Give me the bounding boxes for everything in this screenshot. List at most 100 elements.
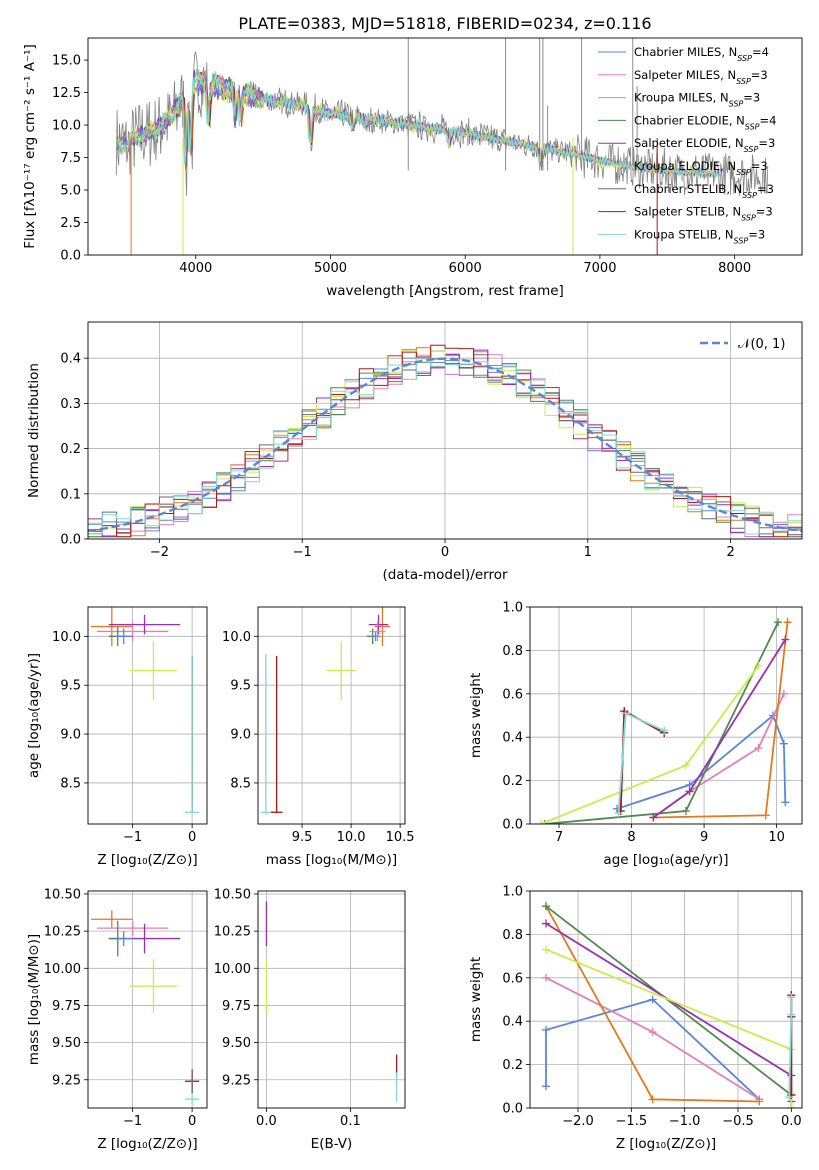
y-tick-label: 0.4 [60, 352, 81, 367]
x-tick-label: 1 [584, 545, 592, 560]
y-tick-label: 10.50 [214, 887, 251, 902]
normal-curve [88, 357, 802, 533]
series-marker [648, 1095, 657, 1104]
legend-label-chabrier_elodie: Chabrier ELODIE, NSSP=4 [634, 113, 776, 130]
y-tick-label: 0.0 [60, 533, 81, 548]
y-tick-label: 9.5 [230, 679, 251, 694]
x-tick-label: −1.0 [669, 1114, 701, 1129]
series-marker [542, 945, 550, 954]
y-tick-label: 10.0 [52, 119, 81, 134]
y-tick-label: 10.25 [44, 925, 81, 940]
y-axis-label: Flux [fλ10⁻¹⁷ erg cm⁻² s⁻¹ A⁻¹] [22, 44, 38, 249]
x-axis-label: Z [log₁₀(Z/Z⊙)] [97, 852, 197, 868]
y-tick-label: 10.50 [44, 887, 81, 902]
x-tick-label: 8 [627, 830, 635, 845]
series-marker [542, 1082, 550, 1091]
legend-label-chabrier_stelib: Chabrier STELIB, NSSP=3 [634, 182, 774, 200]
series-marker [781, 798, 790, 807]
legend-label-salpeter_stelib: Salpeter STELIB, NSSP=3 [634, 205, 773, 223]
series-line-salpeter_elodie [545, 922, 793, 1102]
y-tick-label: 10.25 [214, 925, 251, 940]
y-tick-label: 0.0 [502, 1102, 523, 1117]
series-marker [660, 726, 669, 735]
x-tick-label: −2.0 [562, 1114, 594, 1129]
x-tick-label: 6000 [449, 261, 482, 276]
x-tick-label: 10.5 [386, 830, 415, 845]
series-marker [648, 1028, 657, 1037]
series-marker [787, 1010, 796, 1019]
series-line-kroupa_stelib [617, 711, 665, 814]
series-marker [542, 973, 550, 982]
plot-area-mass-vs-EBV [258, 891, 405, 1108]
x-tick-label: 0 [188, 1114, 196, 1129]
x-tick-label: 7000 [583, 261, 616, 276]
series-marker [614, 809, 623, 818]
series-line-chabrier_elodie [545, 905, 793, 1108]
series-marker [542, 1025, 550, 1034]
series-line-chabrier_miles [616, 714, 787, 810]
figure-title: PLATE=0383, MJD=51818, FIBERID=0234, z=0… [238, 14, 651, 33]
y-tick-label: 0.2 [502, 774, 523, 789]
x-axis-label: (data-model)/error [382, 567, 508, 583]
axes-frame-spectrum [87, 37, 803, 256]
y-axis-label: Normed distribution [26, 363, 42, 498]
y-tick-label: 0.2 [60, 442, 81, 457]
y-tick-label: 10.00 [44, 962, 81, 977]
y-tick-label: 10.00 [214, 962, 251, 977]
x-tick-label: 0.1 [340, 1114, 361, 1129]
y-axis-label: age [log₁₀(age/yr)] [26, 653, 42, 778]
series-line-salpeter_miles [652, 693, 785, 819]
x-axis-label: wavelength [Angstrom, rest frame] [326, 283, 564, 299]
y-tick-label: 2.5 [60, 216, 81, 231]
x-tick-label: −1 [123, 1114, 142, 1129]
x-axis-label: E(B-V) [311, 1136, 353, 1152]
y-tick-label: 0.4 [502, 1015, 523, 1030]
axes-frame-mass-vs-EBV [257, 890, 406, 1109]
legend-label-chabrier_miles: Chabrier MILES, NSSP=4 [634, 45, 769, 63]
y-tick-label: 9.50 [222, 1036, 251, 1051]
x-tick-label: 0.0 [256, 1114, 277, 1129]
plot-area-age-vs-mass [258, 607, 405, 824]
legend-label-normal: 𝒩(0, 1) [738, 337, 785, 352]
y-tick-label: 0.1 [60, 487, 81, 502]
series-marker [779, 689, 788, 698]
series-marker [649, 813, 658, 822]
x-tick-label: −1.5 [616, 1114, 648, 1129]
y-tick-label: 0.6 [502, 687, 523, 702]
series-marker [542, 902, 550, 911]
y-tick-label: 0.6 [502, 971, 523, 986]
plot-area-mass-vs-Z [88, 891, 207, 1108]
series-marker [785, 1093, 794, 1102]
y-tick-label: 0.0 [502, 818, 523, 833]
axes-frame-age-vs-mass [257, 606, 406, 825]
y-tick-label: 8.5 [60, 776, 81, 791]
y-tick-label: 9.75 [52, 999, 81, 1014]
y-tick-label: 0.8 [502, 644, 523, 659]
series-line-chabrier_miles [545, 998, 760, 1100]
legend-label-kroupa_stelib: Kroupa STELIB, NSSP=3 [634, 227, 765, 245]
series-marker [681, 761, 690, 770]
x-tick-label: 10 [768, 830, 785, 845]
y-tick-label: 1.0 [502, 601, 523, 616]
x-tick-label: 9 [700, 830, 708, 845]
legend-label-kroupa_miles: Kroupa MILES, NSSP=3 [634, 91, 760, 109]
y-tick-label: 12.5 [52, 86, 81, 101]
axes-frame-massweight-vs-age [529, 606, 803, 825]
x-tick-label: −1 [293, 545, 312, 560]
y-axis-label: mass weight [468, 957, 484, 1042]
series-marker [621, 709, 630, 718]
series-marker [774, 618, 783, 627]
legend-label-kroupa_elodie: Kroupa ELODIE, NSSP=3 [634, 159, 768, 177]
y-tick-label: 15.0 [52, 54, 81, 69]
y-tick-label: 1.0 [502, 885, 523, 900]
series-marker [783, 618, 792, 627]
y-tick-label: 0.4 [502, 731, 523, 746]
y-tick-label: 0.3 [60, 397, 81, 412]
x-tick-label: 7 [555, 830, 563, 845]
y-tick-label: 9.5 [60, 679, 81, 694]
series-line-kroupa_elodie [540, 665, 760, 824]
series-marker [681, 806, 690, 815]
x-tick-label: 0 [188, 830, 196, 845]
series-marker [761, 811, 770, 820]
y-tick-label: 0.2 [502, 1058, 523, 1073]
